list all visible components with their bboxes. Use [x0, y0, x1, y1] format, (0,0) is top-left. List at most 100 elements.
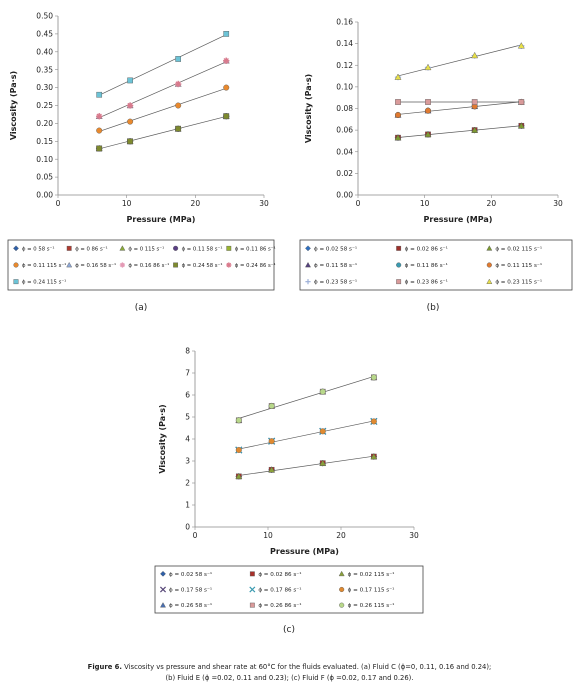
data-point [175, 102, 182, 109]
series-markers [235, 453, 378, 480]
legend-swatch [13, 262, 19, 268]
x-axis-label: Pressure (MPa) [270, 547, 339, 556]
caption-line-1: Figure 6. Viscosity vs pressure and shea… [0, 662, 579, 673]
data-point [394, 73, 402, 80]
y-tick-label: 0.06 [336, 126, 353, 135]
x-tick-label: 20 [487, 199, 497, 208]
legend-swatch [338, 570, 345, 577]
data-point [394, 134, 402, 141]
x-tick-label: 0 [356, 199, 361, 208]
legend-entry: ϕ = 0 86 s⁻¹ [75, 245, 107, 252]
data-point [223, 113, 230, 120]
legend-swatch [305, 245, 311, 252]
y-tick-label: 0.50 [36, 12, 53, 21]
y-tick-label: 0.12 [336, 61, 353, 70]
legend-entry: ϕ = 0 58 s⁻¹ [22, 245, 54, 252]
caption-label: Figure 6. [87, 663, 122, 671]
y-tick-label: 0.30 [36, 83, 53, 92]
legend-entry: ϕ = 0.11 58 s⁻¹ [314, 262, 357, 269]
data-point [235, 472, 243, 480]
data-point [235, 447, 242, 453]
legend-entry: ϕ = 0.02 115 s⁻¹ [348, 571, 395, 578]
data-point [517, 42, 525, 49]
legend-entry: ϕ = 0.17 115 s⁻¹ [348, 587, 395, 594]
data-point [268, 438, 275, 445]
legend-entry: ϕ = 0.11 86 s⁻¹ [235, 245, 276, 252]
y-tick-label: 0 [185, 523, 190, 532]
data-point [395, 99, 401, 105]
legend-box [299, 239, 573, 291]
legend-entry: ϕ = 0.02 58 s⁻¹ [169, 571, 212, 578]
x-tick-label: 10 [420, 199, 430, 208]
legend-swatch [396, 279, 402, 285]
data-point [370, 418, 377, 425]
data-point [424, 63, 432, 71]
legend-swatch [160, 602, 166, 608]
y-axis-label: Viscosity (Pa·s) [304, 74, 313, 143]
data-point [319, 388, 326, 395]
x-axis-label: Pressure (MPa) [127, 215, 196, 224]
legend-swatch [486, 262, 492, 268]
x-tick-label: 30 [259, 199, 269, 208]
trendline [238, 420, 374, 450]
y-tick-label: 2 [185, 479, 190, 488]
series-markers [235, 417, 378, 454]
y-tick-label: 0.02 [336, 169, 353, 178]
data-point [127, 118, 134, 125]
x-tick-label: 30 [409, 531, 419, 540]
data-point [319, 428, 326, 435]
data-point [425, 107, 431, 114]
y-tick-label: 0.04 [336, 147, 353, 156]
series-markers [394, 42, 525, 81]
legend-swatch [160, 570, 166, 577]
legend-entry: ϕ = 0.24 58 s⁻¹ [182, 262, 223, 269]
legend-swatch [13, 245, 19, 252]
legend-swatch [486, 278, 493, 284]
series-markers [235, 418, 377, 453]
data-point [127, 102, 134, 109]
chart-b: 0.00 0.02 0.04 0.06 0.08 0.10 0.12 0.14 0.16 0 10 2… [299, 18, 573, 313]
legend-entry: ϕ = 0.11 58 s⁻¹ [182, 245, 223, 252]
data-point [96, 145, 103, 152]
legend-entry: ϕ = 0.17 86 s⁻¹ [258, 587, 301, 594]
legend-swatch [66, 261, 73, 268]
legend-entry: ϕ = 0.23 58 s⁻¹ [314, 279, 357, 286]
series-markers [394, 42, 525, 80]
legend-entry: ϕ = 0.02 115 s⁻¹ [495, 245, 542, 252]
data-point [471, 126, 479, 133]
x-tick-label: 10 [122, 199, 132, 208]
trendline [238, 455, 374, 476]
data-point-stroke [96, 113, 102, 119]
series-markers [235, 453, 378, 480]
series-markers [394, 122, 525, 141]
legend-entry: ϕ = 0.16 58 s⁻¹ [75, 262, 116, 269]
y-tick-label: 0.05 [36, 173, 53, 182]
y-axis-label: Viscosity (Pa·s) [9, 71, 18, 140]
y-tick-label: 8 [185, 347, 190, 356]
legend-swatch [173, 245, 179, 251]
x-axis-label: Pressure (MPa) [424, 215, 493, 224]
data-point [223, 84, 230, 91]
data-point [127, 77, 133, 84]
legend-entry: ϕ = 0.11 86 s⁻¹ [405, 262, 448, 269]
data-point-stroke [175, 81, 181, 87]
series-markers [96, 113, 230, 152]
y-tick-label: 0.08 [336, 104, 353, 113]
legend-entry: ϕ = 0.17 58 s⁻¹ [169, 587, 212, 594]
data-point [370, 374, 377, 381]
y-tick-label: 0.20 [36, 119, 53, 128]
data-point-stroke [223, 58, 229, 64]
legend-entry: ϕ = 0.11 115 s⁻¹ [22, 262, 66, 269]
legend-swatch [249, 602, 255, 608]
y-tick-label: 0.45 [36, 30, 53, 39]
data-point [96, 91, 103, 98]
y-tick-label: 3 [185, 457, 190, 466]
legend-entry: ϕ = 0.23 115 s⁻¹ [495, 279, 542, 286]
x-tick-label: 20 [191, 199, 201, 208]
data-point [471, 99, 478, 105]
y-tick-label: 1 [185, 501, 190, 510]
legend-swatch [119, 245, 126, 251]
x-tick-label: 0 [56, 199, 61, 208]
legend-entry: ϕ = 0.24 115 s⁻¹ [22, 279, 66, 286]
